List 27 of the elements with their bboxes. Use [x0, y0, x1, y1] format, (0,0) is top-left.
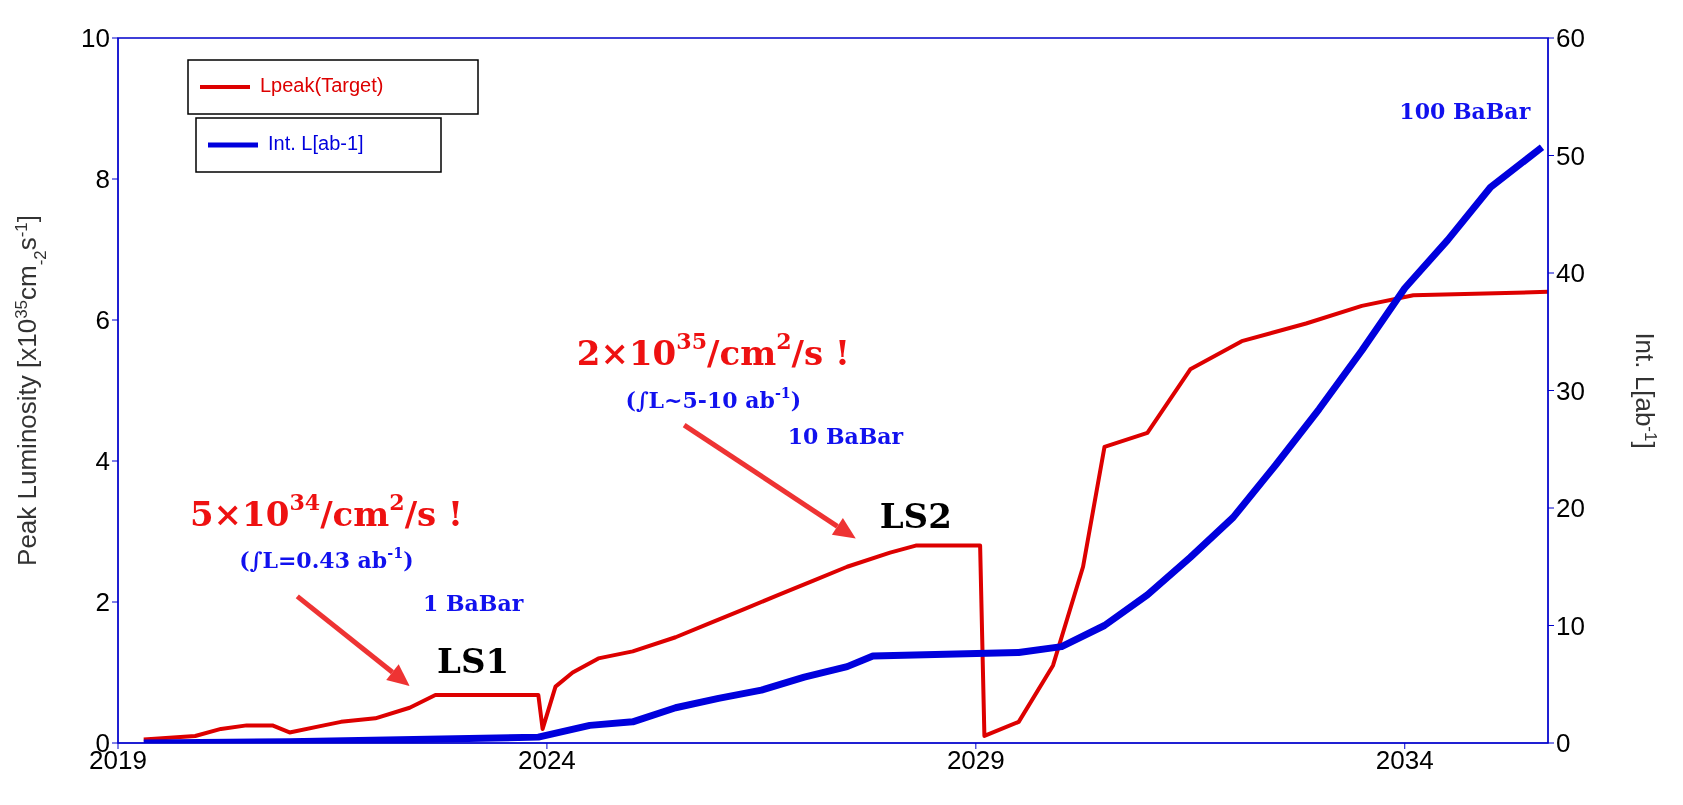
annotation: 2×10$^{35}$/cm$^{2}$/s ! — [576, 327, 850, 373]
legend-label: Int. L[ab-1] — [268, 132, 364, 155]
legend-label: Lpeak(Target) — [260, 74, 384, 97]
y2-tick-label: 50 — [1556, 140, 1585, 171]
annotation: (∫L=0.43 ab$^{-1}$) — [239, 544, 414, 573]
annotation: (∫L~5-10 ab$^{-1}$) — [625, 384, 802, 413]
annotation: 100 BaBar — [1399, 97, 1531, 124]
x-tick-label: 2029 — [946, 745, 1005, 776]
y-tick-label: 4 — [95, 446, 110, 477]
annotation: LS2 — [879, 495, 952, 536]
y2-tick-label: 0 — [1556, 728, 1571, 759]
y-tick-label: 2 — [95, 587, 110, 618]
annotation: 5×10$^{34}$/cm$^{2}$/s ! — [189, 489, 463, 535]
y-tick-label: 10 — [81, 23, 110, 54]
y2-tick-label: 10 — [1556, 610, 1585, 641]
x-tick-label: 2034 — [1375, 745, 1434, 776]
y-tick-label: 8 — [95, 164, 110, 195]
y2-tick-label: 60 — [1556, 23, 1585, 54]
x-tick-label: 2024 — [517, 745, 576, 776]
y-tick-label: 6 — [95, 305, 110, 336]
y2-tick-label: 40 — [1556, 258, 1585, 289]
annotation: 10 BaBar — [787, 423, 904, 450]
annotation: 1 BaBar — [423, 589, 524, 616]
annotation: LS1 — [437, 641, 510, 682]
line-series — [141, 289, 1548, 742]
y2-tick-label: 30 — [1556, 375, 1585, 406]
y2-tick-label: 20 — [1556, 493, 1585, 524]
